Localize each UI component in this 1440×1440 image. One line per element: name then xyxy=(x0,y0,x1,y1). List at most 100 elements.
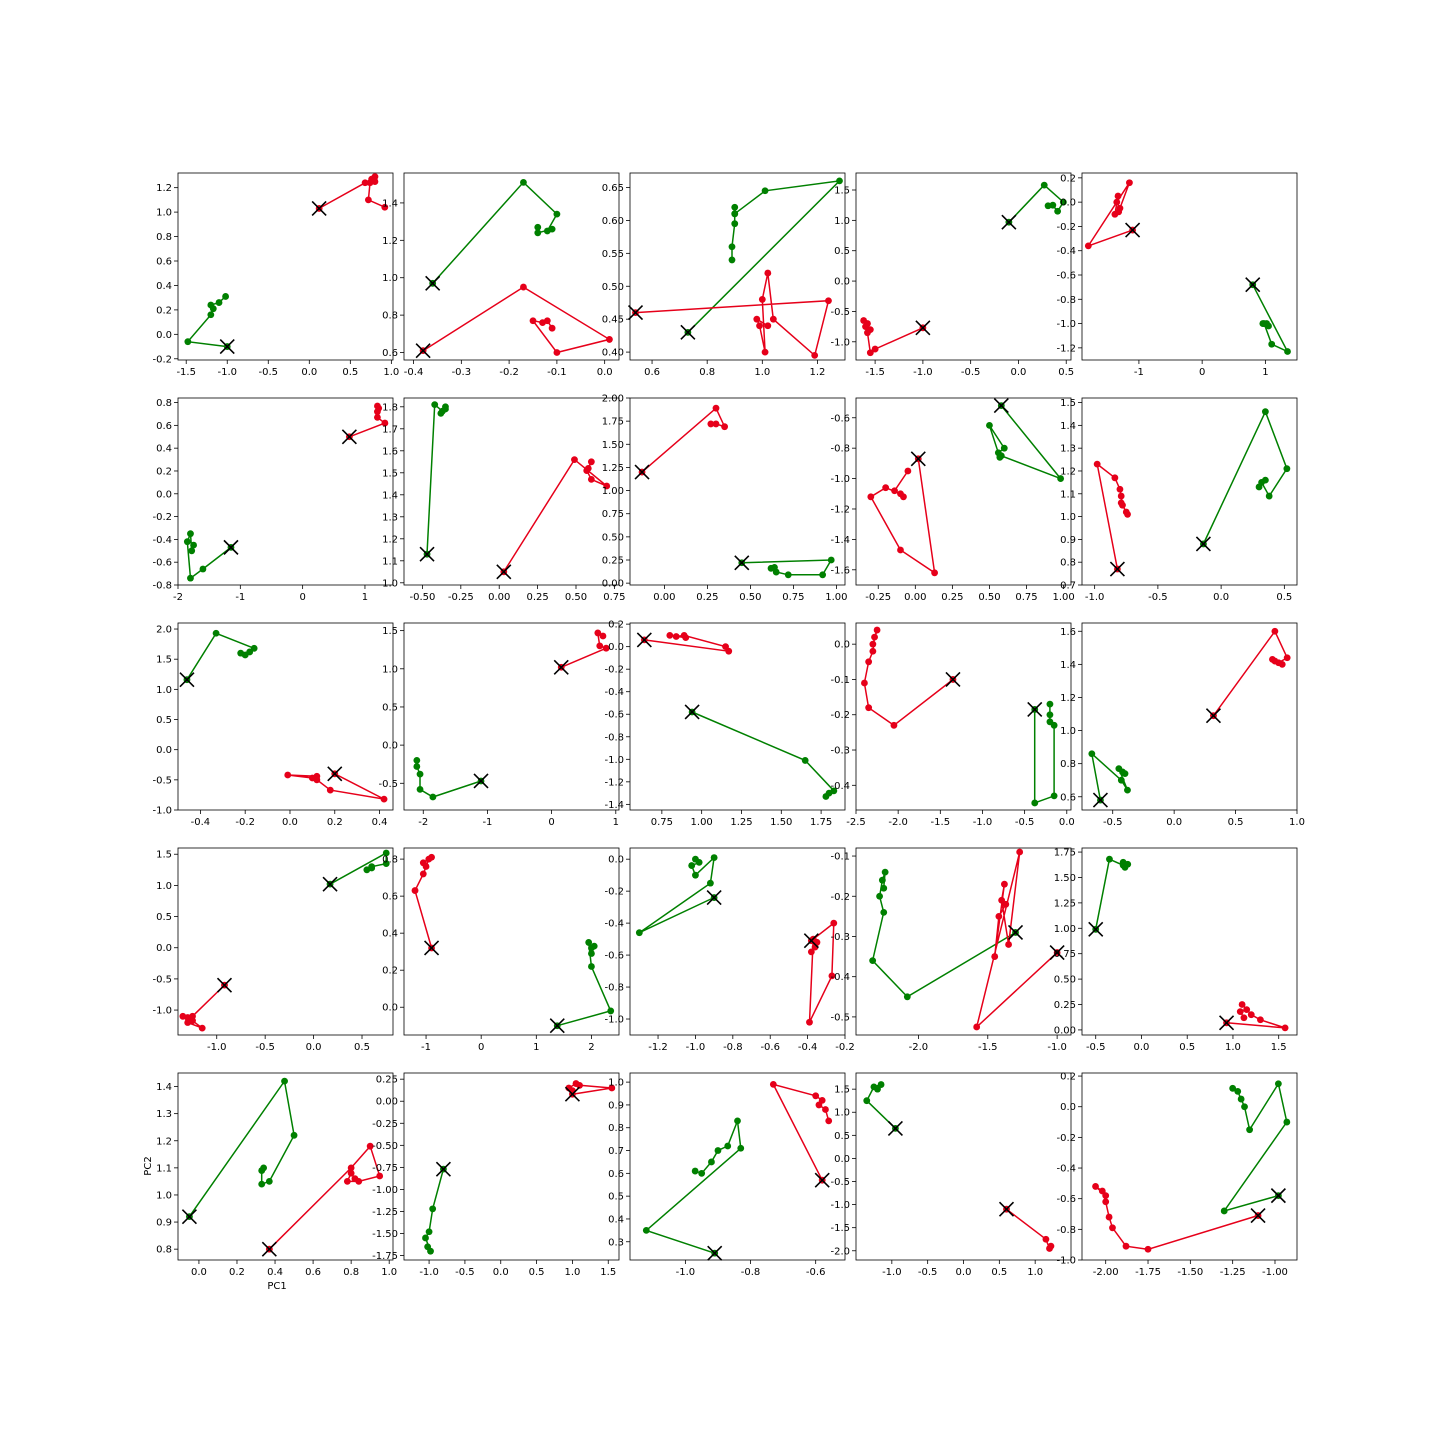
x-tick-label: 1.5 xyxy=(1271,1042,1287,1053)
x-tick-label: 0.50 xyxy=(565,592,587,603)
x-tick-label: 0.5 xyxy=(1276,592,1292,603)
y-tick-label: 0.0 xyxy=(608,642,624,653)
x-tick-label: 0.0 xyxy=(282,817,298,828)
data-point xyxy=(712,404,720,412)
data-point xyxy=(413,763,421,770)
start-marker xyxy=(993,398,1009,414)
data-point xyxy=(996,453,1004,461)
y-tick-label: 0.5 xyxy=(834,1131,850,1142)
data-point xyxy=(758,296,766,303)
y-tick-label: 0.0 xyxy=(156,330,172,341)
y-tick-label: -0.2 xyxy=(830,710,850,721)
data-point xyxy=(876,892,883,900)
subplot: -0.50 -0.25 0.00 0.25 0.50 0.75 1.0 1.1 1.2 1.3 1.… xyxy=(382,397,626,603)
data-point xyxy=(869,647,877,655)
x-tick-label: -0.2 xyxy=(835,1042,855,1053)
y-tick-label: -0.2 xyxy=(1056,222,1076,233)
series-line xyxy=(638,855,716,934)
y-tick-label: 0.5 xyxy=(382,702,398,713)
start-marker xyxy=(680,324,696,340)
data-point xyxy=(635,929,643,937)
x-tick-label: 0.5 xyxy=(991,1267,1007,1278)
y-tick-label: 1.75 xyxy=(602,417,624,428)
subplot-grid: -1.5 -1.0 -0.5 0.0 0.5 1.0 -0.2 0.0 0.2 0.4 0.6 0.8… xyxy=(152,172,1305,1278)
data-point xyxy=(419,870,427,878)
x-tick-label: -1 xyxy=(235,592,245,603)
axes-frame xyxy=(1081,172,1298,361)
data-point xyxy=(361,179,369,187)
data-point xyxy=(520,178,527,186)
y-tick-label: -0.8 xyxy=(1056,1225,1076,1236)
x-tick-label: 0 xyxy=(478,1042,484,1053)
y-tick-label: 1.2 xyxy=(156,1136,172,1147)
data-point xyxy=(827,556,835,564)
data-point xyxy=(871,633,878,641)
x-tick-label: -0.5 xyxy=(961,367,981,378)
data-point xyxy=(828,972,836,980)
data-point xyxy=(866,326,874,334)
start-marker xyxy=(311,200,327,217)
y-tick-label: -1.2 xyxy=(830,504,850,515)
y-tick-label: -0.4 xyxy=(604,919,624,930)
y-tick-label: 1.5 xyxy=(834,1085,850,1096)
data-point xyxy=(594,629,602,637)
plot-area xyxy=(179,849,390,1032)
data-point xyxy=(606,336,613,343)
plot-area xyxy=(186,1077,384,1253)
data-point xyxy=(692,855,699,863)
data-point xyxy=(903,993,911,1001)
data-point xyxy=(1241,1103,1248,1111)
y-tick-label: 0.0 xyxy=(382,741,398,752)
y-tick-label: 1.4 xyxy=(1060,421,1076,432)
data-point xyxy=(1240,1014,1248,1022)
y-tick-label: 0.2 xyxy=(608,620,624,631)
y-tick-label: 0.5 xyxy=(834,246,850,257)
y-tick-label: 0.4 xyxy=(156,444,172,455)
y-tick-label: 1.0 xyxy=(834,1108,850,1119)
x-tick-label: -0.5 xyxy=(1148,592,1168,603)
y-tick-label: -0.4 xyxy=(152,535,172,546)
y-tick-label: 1.2 xyxy=(382,534,398,545)
data-point xyxy=(569,1087,576,1095)
y-tick-label: 0.0 xyxy=(834,277,850,288)
y-tick-label: -0.4 xyxy=(830,781,850,792)
data-point xyxy=(991,953,999,960)
series-line xyxy=(188,1079,295,1218)
data-point xyxy=(1046,711,1054,719)
data-point xyxy=(812,1092,820,1100)
y-tick-label: -0.5 xyxy=(830,1177,850,1188)
data-point xyxy=(737,1144,745,1152)
x-tick-label: 0.2 xyxy=(229,1267,245,1278)
data-point xyxy=(364,196,372,204)
axes-frame xyxy=(855,172,1072,361)
y-axis-label: PC2 xyxy=(143,1156,154,1175)
data-point xyxy=(904,467,912,475)
start-marker xyxy=(706,889,722,906)
x-tick-label: 1.0 xyxy=(1289,817,1305,828)
subplot: -1.5 -1.0 -0.5 0.0 0.5 1.0 -0.2 0.0 0.2 0.4 0.6 0.8… xyxy=(152,172,399,378)
y-tick-label: 0.2 xyxy=(1060,1072,1076,1083)
y-tick-label: 0.8 xyxy=(1060,759,1076,770)
data-point xyxy=(179,1012,187,1020)
axes-frame xyxy=(1081,847,1298,1036)
x-tick-label: -0.4 xyxy=(404,367,424,378)
x-tick-label: -1.00 xyxy=(1262,1267,1288,1278)
y-tick-label: -0.5 xyxy=(830,1012,850,1023)
x-tick-label: -1.0 xyxy=(419,1267,439,1278)
y-tick-label: -0.4 xyxy=(1056,1164,1076,1175)
data-point xyxy=(691,1167,699,1175)
data-point xyxy=(1116,485,1124,493)
data-point xyxy=(1046,700,1054,708)
data-point xyxy=(603,482,611,490)
x-tick-label: 0.0 xyxy=(1010,367,1026,378)
x-tick-label: -1 xyxy=(1134,367,1144,378)
x-tick-label: -2.0 xyxy=(909,1042,929,1053)
data-point xyxy=(1257,1016,1264,1024)
x-tick-label: 1 xyxy=(362,592,368,603)
x-tick-label: 0 xyxy=(299,592,305,603)
data-point xyxy=(1236,1008,1244,1016)
data-point xyxy=(596,642,604,650)
data-point xyxy=(260,1164,268,1172)
data-point xyxy=(207,301,215,309)
data-point xyxy=(931,569,938,577)
